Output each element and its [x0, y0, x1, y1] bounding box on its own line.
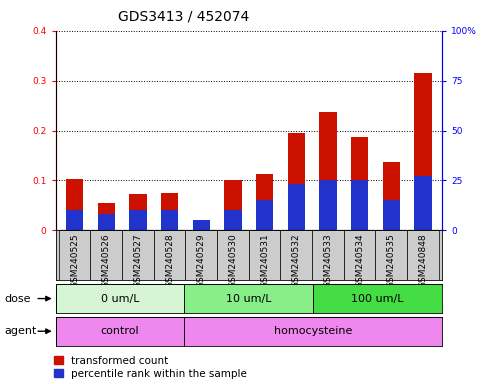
Text: GDS3413 / 452074: GDS3413 / 452074 [118, 10, 249, 23]
Text: GSM240528: GSM240528 [165, 233, 174, 288]
Bar [90, 230, 122, 280]
Text: GSM240527: GSM240527 [133, 233, 142, 288]
Text: GSM240531: GSM240531 [260, 233, 269, 288]
Bar [287, 133, 305, 230]
Text: control: control [100, 326, 139, 336]
Text: GSM240533: GSM240533 [324, 233, 332, 288]
Bar [185, 230, 217, 280]
Bar [66, 210, 83, 230]
Bar [313, 284, 442, 313]
Bar [185, 284, 313, 313]
Bar [281, 230, 312, 280]
Bar [122, 230, 154, 280]
Bar [161, 210, 178, 230]
Bar [383, 200, 400, 230]
Bar [407, 230, 439, 280]
Text: GSM240525: GSM240525 [70, 233, 79, 288]
Text: 0 um/L: 0 um/L [100, 293, 139, 304]
Bar [193, 222, 210, 230]
Bar [224, 180, 242, 230]
Bar [185, 317, 442, 346]
Bar [217, 230, 249, 280]
Bar [383, 162, 400, 230]
Bar [56, 317, 185, 346]
Bar [319, 180, 337, 230]
Bar [312, 230, 344, 280]
Bar [375, 230, 407, 280]
Bar [256, 174, 273, 230]
Bar [193, 220, 210, 230]
Bar [129, 194, 147, 230]
Bar [66, 179, 83, 230]
Bar [351, 180, 369, 230]
Text: 10 um/L: 10 um/L [226, 293, 271, 304]
Bar [56, 284, 185, 313]
Bar [414, 177, 432, 230]
Bar [351, 137, 369, 230]
Bar [414, 73, 432, 230]
Text: homocysteine: homocysteine [274, 326, 352, 336]
Text: dose: dose [5, 293, 31, 304]
Text: GSM240532: GSM240532 [292, 233, 301, 288]
Text: GSM240534: GSM240534 [355, 233, 364, 288]
Text: GSM240535: GSM240535 [387, 233, 396, 288]
Text: agent: agent [5, 326, 37, 336]
Text: GSM240529: GSM240529 [197, 233, 206, 288]
Bar [287, 184, 305, 230]
Text: 100 um/L: 100 um/L [351, 293, 404, 304]
Bar [319, 112, 337, 230]
Bar [344, 230, 375, 280]
Bar [129, 210, 147, 230]
Bar [98, 214, 115, 230]
Bar [224, 210, 242, 230]
Legend: transformed count, percentile rank within the sample: transformed count, percentile rank withi… [54, 356, 247, 379]
Bar [98, 203, 115, 230]
Bar [154, 230, 185, 280]
Text: GSM240530: GSM240530 [228, 233, 238, 288]
Bar [161, 193, 178, 230]
Text: GSM240526: GSM240526 [102, 233, 111, 288]
Bar [59, 230, 90, 280]
Text: GSM240848: GSM240848 [418, 233, 427, 288]
Bar [256, 200, 273, 230]
Bar [249, 230, 281, 280]
